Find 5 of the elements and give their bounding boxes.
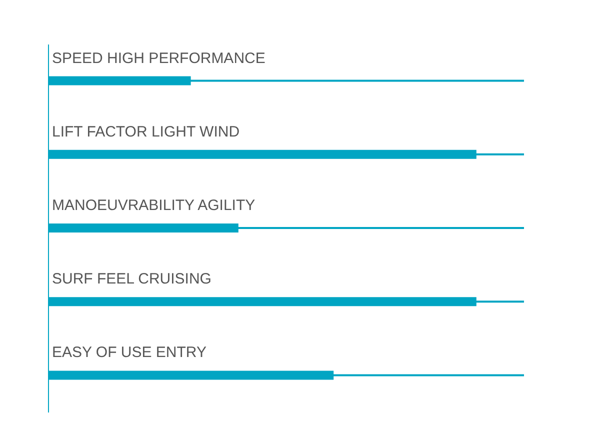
y-tick-label: MANOEUVRABILITY AGILITY <box>52 197 256 214</box>
y-tick-label: SPEED HIGH PERFORMANCE <box>52 50 266 67</box>
y-tick-label: EASY OF USE ENTRY <box>52 344 206 362</box>
y-tick-label: LIFT FACTOR LIGHT WIND <box>52 123 240 140</box>
y-tick-label: SURF FEEL CRUISING <box>52 270 212 288</box>
